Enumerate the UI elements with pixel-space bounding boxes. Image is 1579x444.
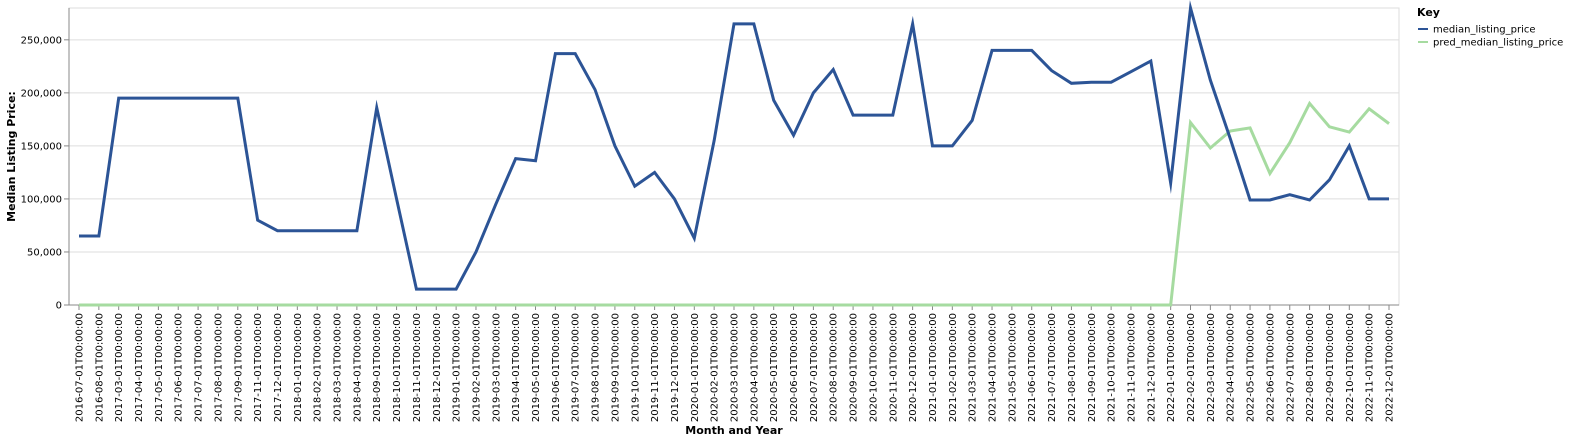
x-tick-label: 2021-10-01T00:00:00: [1107, 313, 1118, 422]
y-tick-label: 200,000: [21, 88, 62, 99]
x-tick-label: 2018-11-01T00:00:00: [412, 313, 423, 422]
y-axis-title: Median Listing Price:: [5, 91, 18, 222]
x-tick-label: 2017-11-01T00:00:00: [253, 313, 264, 422]
x-tick-label: 2016-08-01T00:00:00: [94, 313, 105, 422]
x-tick-label: 2022-06-01T00:00:00: [1265, 313, 1276, 422]
y-tick-label: 250,000: [21, 35, 62, 46]
legend-item: pred_median_listing_price: [1418, 38, 1563, 49]
x-tick-label: 2017-05-01T00:00:00: [154, 313, 165, 422]
x-tick-label: 2019-03-01T00:00:00: [491, 313, 502, 422]
x-tick-label: 2021-08-01T00:00:00: [1067, 313, 1078, 422]
series-line-median-listing-price: [79, 0, 1389, 291]
x-tick-label: 2019-05-01T00:00:00: [531, 313, 542, 422]
x-tick-label: 2020-08-01T00:00:00: [829, 313, 840, 422]
y-tick-label: 50,000: [27, 247, 62, 258]
x-tick-label: 2018-12-01T00:00:00: [432, 313, 443, 422]
x-tick-label: 2019-02-01T00:00:00: [471, 313, 482, 422]
x-tick-label: 2017-12-01T00:00:00: [273, 313, 284, 422]
x-tick-label: 2020-12-01T00:00:00: [908, 313, 919, 422]
x-tick-label: 2019-04-01T00:00:00: [511, 313, 522, 422]
x-tick-label: 2017-07-01T00:00:00: [194, 313, 205, 422]
x-tick-label: 2018-10-01T00:00:00: [392, 313, 403, 422]
x-tick-label: 2018-09-01T00:00:00: [372, 313, 383, 422]
x-tick-label: 2019-09-01T00:00:00: [610, 313, 621, 422]
plot-frame: [68, 7, 1400, 306]
x-tick-label: 2019-12-01T00:00:00: [670, 313, 681, 422]
x-tick-label: 2021-02-01T00:00:00: [948, 313, 959, 422]
x-tick-label: 2018-02-01T00:00:00: [313, 313, 324, 422]
x-tick-label: 2017-08-01T00:00:00: [213, 313, 224, 422]
x-tick-label: 2017-03-01T00:00:00: [114, 313, 125, 422]
x-tick-label: 2021-09-01T00:00:00: [1087, 313, 1098, 422]
x-tick-label: 2022-01-01T00:00:00: [1166, 313, 1177, 422]
x-tick-label: 2022-11-01T00:00:00: [1365, 313, 1376, 422]
x-tick-label: 2020-02-01T00:00:00: [710, 313, 721, 422]
x-tick-label: 2019-08-01T00:00:00: [591, 313, 602, 422]
x-tick-label: 2021-06-01T00:00:00: [1027, 313, 1038, 422]
series-layer: [79, 0, 1390, 307]
gridlines: [69, 39, 1399, 253]
x-tick-label: 2022-08-01T00:00:00: [1305, 313, 1316, 422]
x-tick-label: 2019-01-01T00:00:00: [452, 313, 463, 422]
x-tick-label: 2019-07-01T00:00:00: [571, 313, 582, 422]
x-tick-label: 2018-01-01T00:00:00: [293, 313, 304, 422]
x-tick-label: 2021-11-01T00:00:00: [1126, 313, 1137, 422]
x-tick-label: 2018-03-01T00:00:00: [333, 313, 344, 422]
y-tick-label: 0: [56, 301, 62, 312]
x-tick-label: 2021-01-01T00:00:00: [928, 313, 939, 422]
x-tick-label: 2016-07-01T00:00:00: [75, 313, 86, 422]
x-tick-label: 2018-04-01T00:00:00: [352, 313, 363, 422]
x-tick-label: 2019-11-01T00:00:00: [650, 313, 661, 422]
legend-items: median_listing_price pred_median_listing_…: [1418, 25, 1563, 49]
x-tick-label: 2022-05-01T00:00:00: [1246, 313, 1257, 422]
x-tick-label: 2017-06-01T00:00:00: [174, 313, 185, 422]
x-tick-label: 2022-07-01T00:00:00: [1285, 313, 1296, 422]
x-tick-label: 2019-10-01T00:00:00: [630, 313, 641, 422]
legend: Key median_listing_price pred_median_list…: [1417, 6, 1563, 49]
x-tick-label: 2020-10-01T00:00:00: [868, 313, 879, 422]
legend-title: Key: [1417, 6, 1440, 19]
x-tick-label: 2020-01-01T00:00:00: [690, 313, 701, 422]
series-line-pred-median-listing-price: [79, 100, 1390, 307]
x-tick-label: 2020-07-01T00:00:00: [809, 313, 820, 422]
x-tick-label: 2021-07-01T00:00:00: [1047, 313, 1058, 422]
x-tick-label: 2022-03-01T00:00:00: [1206, 313, 1217, 422]
x-tick-label: 2022-12-01T00:00:00: [1385, 313, 1396, 422]
y-tick-label: 150,000: [21, 141, 62, 152]
x-tick-label: 2022-04-01T00:00:00: [1226, 313, 1237, 422]
legend-item: median_listing_price: [1418, 25, 1536, 36]
x-axis: 2016-07-01T00:00:00 2016-08-01T00:00:00 20…: [69, 304, 1399, 422]
x-tick-label: 2017-04-01T00:00:00: [134, 313, 145, 422]
x-tick-label: 2017-09-01T00:00:00: [233, 313, 244, 422]
x-tick-label: 2022-09-01T00:00:00: [1325, 313, 1336, 422]
x-tick-label: 2021-05-01T00:00:00: [1007, 313, 1018, 422]
x-tick-label: 2020-06-01T00:00:00: [789, 313, 800, 422]
x-tick-label: 2021-04-01T00:00:00: [988, 313, 999, 422]
legend-label: pred_median_listing_price: [1433, 38, 1563, 49]
x-tick-label: 2020-03-01T00:00:00: [730, 313, 741, 422]
x-tick-label: 2020-05-01T00:00:00: [769, 313, 780, 422]
x-tick-label: 2020-04-01T00:00:00: [749, 313, 760, 422]
y-tick-label: 100,000: [21, 194, 62, 205]
x-tick-label: 2020-09-01T00:00:00: [849, 313, 860, 422]
x-tick-label: 2022-02-01T00:00:00: [1186, 313, 1197, 422]
legend-label: median_listing_price: [1433, 25, 1536, 36]
x-tick-label: 2022-10-01T00:00:00: [1345, 313, 1356, 422]
x-tick-label: 2019-06-01T00:00:00: [551, 313, 562, 422]
x-tick-label: 2020-11-01T00:00:00: [888, 313, 899, 422]
x-tick-label: 2021-03-01T00:00:00: [968, 313, 979, 422]
x-axis-title: Month and Year: [685, 424, 783, 437]
x-tick-label: 2021-12-01T00:00:00: [1146, 313, 1157, 422]
y-axis: 0 50,000 100,000 150,000 200,000 250,000: [21, 8, 70, 312]
